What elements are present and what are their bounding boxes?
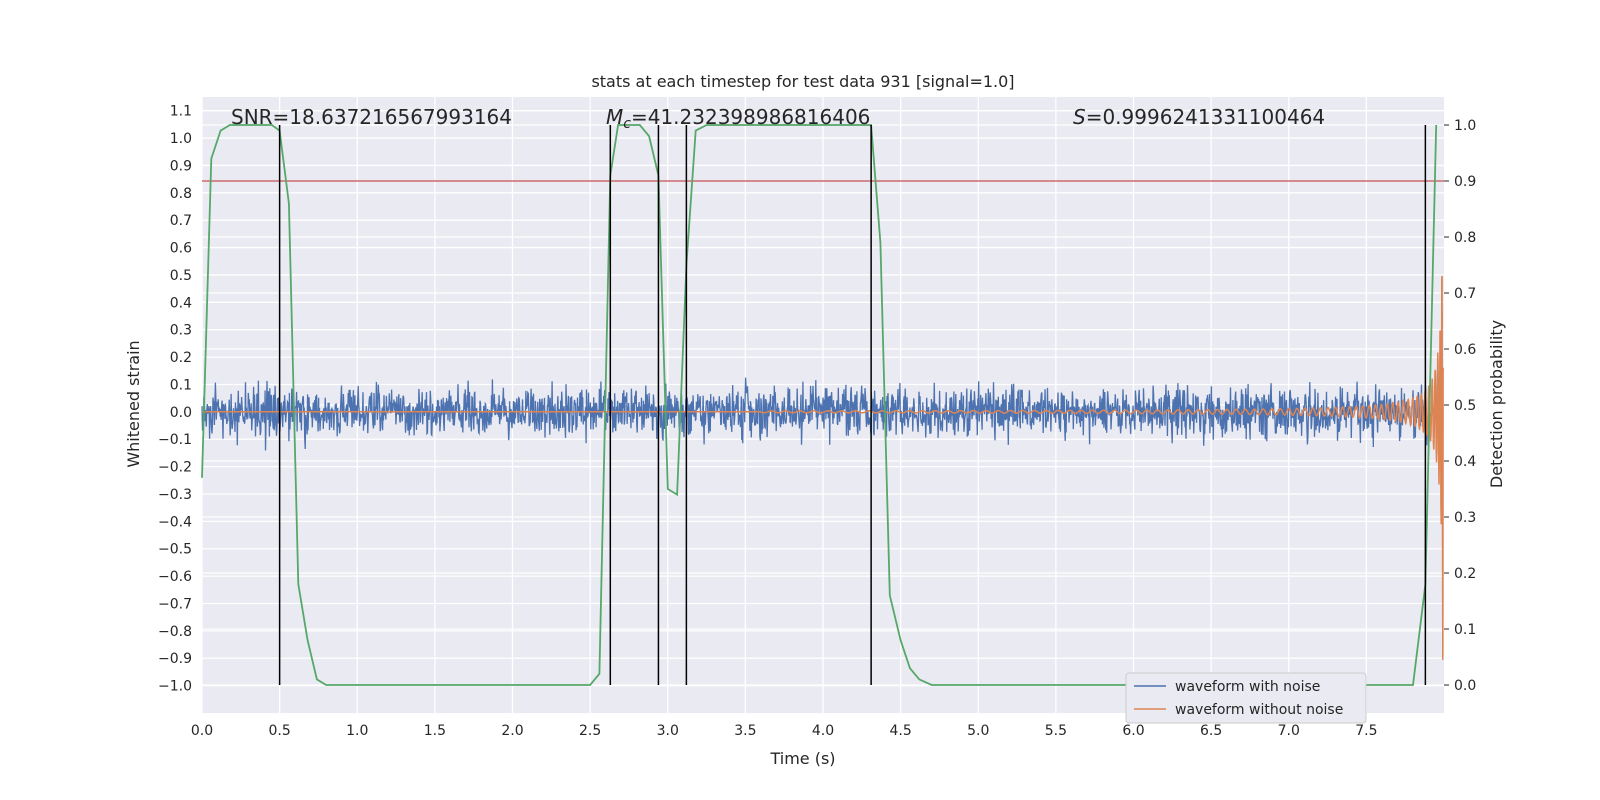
x-tick-label: 6.5: [1200, 723, 1222, 739]
y2-tick-label: 1.0: [1454, 118, 1476, 134]
x-tick-label: 2.5: [579, 723, 601, 739]
series-waveform-without-noise: [202, 275, 1444, 660]
y2-tick-label: 0.9: [1454, 174, 1476, 190]
y-tick-label: 0.6: [170, 241, 192, 257]
y2-tick-label: 0.3: [1454, 510, 1476, 526]
snr-annotation: SNR=18.637216567993164: [231, 105, 512, 129]
y2-tick-label: 0.7: [1454, 286, 1476, 302]
y-tick-label: 1.1: [170, 104, 192, 120]
score-annotation: S=0.9996241331100464: [1073, 105, 1325, 129]
x-tick-label: 4.0: [812, 723, 834, 739]
chirp-mass-annotation: Mc=41.232398986816406: [606, 105, 870, 132]
y-tick-label: −0.4: [158, 514, 192, 530]
y-tick-label: −1.0: [158, 679, 192, 695]
x-tick-label: 3.5: [734, 723, 756, 739]
x-tick-label: 0.0: [191, 723, 213, 739]
y-tick-label: 0.3: [170, 323, 192, 339]
x-tick-label: 2.0: [501, 723, 523, 739]
y-tick-label: 0.9: [170, 158, 192, 174]
y-axis-label: Whitened strain: [124, 340, 143, 467]
y-tick-label: 0.1: [170, 377, 192, 393]
x-tick-label: 4.5: [889, 723, 911, 739]
y-tick-label: 0.5: [170, 268, 192, 284]
x-tick-label: 1.5: [424, 723, 446, 739]
x-axis-label: Time (s): [769, 749, 835, 768]
y2-tick-label: 0.1: [1454, 622, 1476, 638]
y2-tick-label: 0.4: [1454, 454, 1476, 470]
y-tick-label: −0.9: [158, 651, 192, 667]
x-tick-label: 3.0: [657, 723, 679, 739]
y2-tick-label: 0.8: [1454, 230, 1476, 246]
legend-label-with-noise: waveform with noise: [1175, 679, 1320, 695]
y-tick-label: −0.3: [158, 487, 192, 503]
score-symbol: S: [1073, 105, 1086, 129]
y-tick-labels: −1.0 −0.9 −0.8 −0.7 −0.6 −0.5 −0.4 −0.3 −0.2 −0.1…: [158, 104, 192, 695]
x-tick-label: 1.0: [346, 723, 368, 739]
series-waveform-with-noise: [201, 312, 1443, 467]
score-value: =0.9996241331100464: [1086, 105, 1325, 129]
y-tick-label: 0.4: [170, 295, 192, 311]
y2-tick-label: 0.6: [1454, 342, 1476, 358]
legend-box: [1125, 672, 1367, 724]
y-tick-label: 0.0: [170, 405, 192, 421]
y2-tick-labels: 0.0 0.1 0.2 0.3 0.4 0.5 0.6 0.7 0.8 0.9 1.0: [1444, 118, 1476, 694]
x-tick-label: 7.5: [1355, 723, 1377, 739]
y2-axis-label: Detection probability: [1487, 320, 1506, 488]
chirp-mass-symbol: M: [606, 105, 623, 129]
y-tick-label: 0.2: [170, 350, 192, 366]
x-tick-label: 7.0: [1278, 723, 1300, 739]
chirp-mass-subscript: c: [623, 116, 631, 132]
x-tick-labels: 0.0 0.5 1.0 1.5 2.0 2.5 3.0 3.5 4.0 4.5 5.0 5.5 6.0 6…: [191, 723, 1378, 739]
y-tick-label: −0.1: [158, 432, 192, 448]
y2-tick-label: 0.2: [1454, 566, 1476, 582]
y2-tick-label: 0.0: [1454, 678, 1476, 694]
x-tick-label: 5.5: [1045, 723, 1067, 739]
y-tick-label: −0.5: [158, 542, 192, 558]
legend-label-without-noise: waveform without noise: [1175, 702, 1343, 718]
y-tick-label: 0.7: [170, 213, 192, 229]
series-lines: [201, 124, 1444, 686]
legend: waveform with noise waveform without noi…: [1125, 672, 1367, 724]
y-tick-label: 0.8: [170, 186, 192, 202]
chirp-mass-value: =41.232398986816406: [631, 105, 870, 129]
y2-tick-label: 0.5: [1454, 398, 1476, 414]
y-tick-label: −0.6: [158, 569, 192, 585]
x-tick-label: 5.0: [967, 723, 989, 739]
y-tick-label: 1.0: [170, 131, 192, 147]
y-tick-label: −0.7: [158, 596, 192, 612]
series-detection-probability: [201, 124, 1438, 686]
x-tick-label: 6.0: [1122, 723, 1144, 739]
vertical-markers: [278, 125, 1427, 685]
x-tick-label: 0.5: [268, 723, 290, 739]
chart-title: stats at each timestep for test data 931…: [591, 72, 1014, 91]
y-tick-label: −0.2: [158, 460, 192, 476]
y-tick-label: −0.8: [158, 624, 192, 640]
